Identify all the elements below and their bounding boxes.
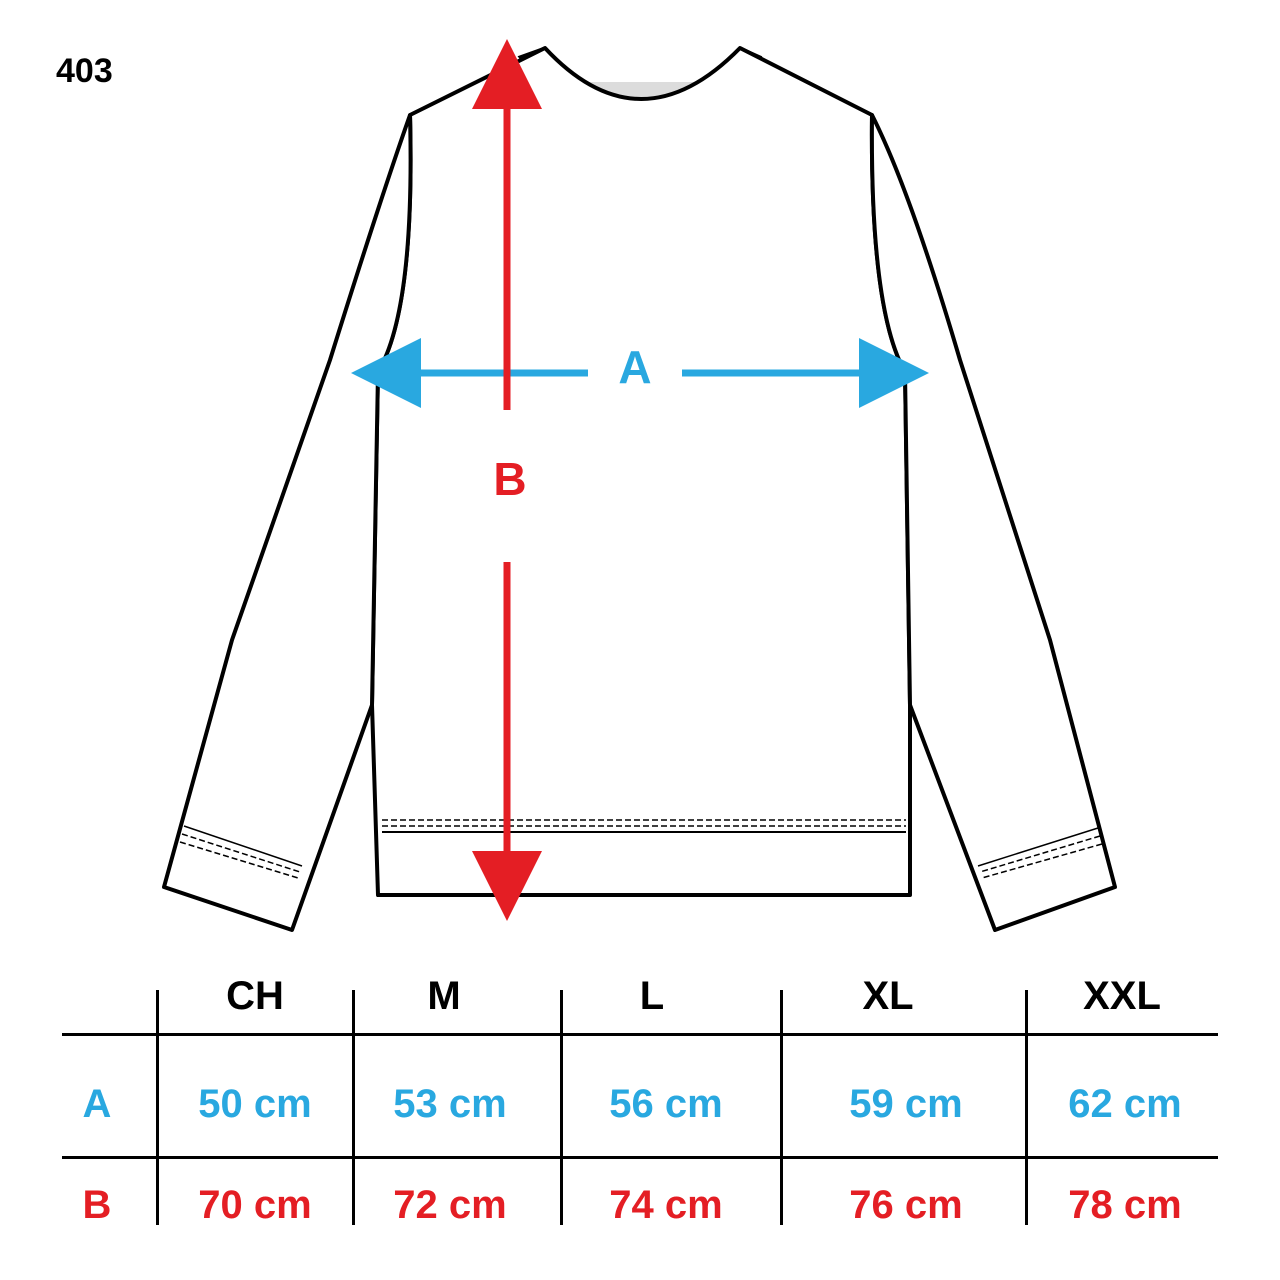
size-header-l: L	[639, 974, 665, 1018]
table-divider	[560, 990, 563, 1225]
table-cell: 50 cm	[198, 1082, 312, 1126]
table-divider	[1025, 990, 1028, 1225]
table-cell: 76 cm	[849, 1183, 963, 1227]
sweatshirt-diagram	[162, 39, 1117, 932]
product-code: 403	[56, 52, 113, 90]
table-divider	[780, 990, 783, 1225]
table-cell: 70 cm	[198, 1183, 312, 1227]
table-cell: 62 cm	[1068, 1082, 1182, 1126]
table-divider	[352, 990, 355, 1225]
table-cell: 74 cm	[609, 1183, 723, 1227]
measure-b-label: B	[493, 453, 527, 505]
size-header-m: M	[427, 974, 461, 1018]
left-sleeve	[162, 113, 413, 932]
size-header-xxl: XXL	[1083, 974, 1161, 1018]
size-header-xl: XL	[862, 974, 914, 1018]
table-cell: 78 cm	[1068, 1183, 1182, 1227]
table-divider	[62, 1033, 1218, 1036]
row-label-b: B	[82, 1183, 112, 1227]
size-header-ch: CH	[226, 974, 284, 1018]
table-cell: 53 cm	[393, 1082, 507, 1126]
measure-a-label: A	[618, 341, 652, 393]
right-sleeve	[869, 113, 1117, 932]
sweatshirt-outline	[370, 46, 912, 897]
table-divider	[156, 990, 159, 1225]
row-label-a: A	[82, 1082, 112, 1126]
table-cell: 72 cm	[393, 1183, 507, 1227]
table-divider	[62, 1156, 1218, 1159]
table-cell: 56 cm	[609, 1082, 723, 1126]
table-cell: 59 cm	[849, 1082, 963, 1126]
